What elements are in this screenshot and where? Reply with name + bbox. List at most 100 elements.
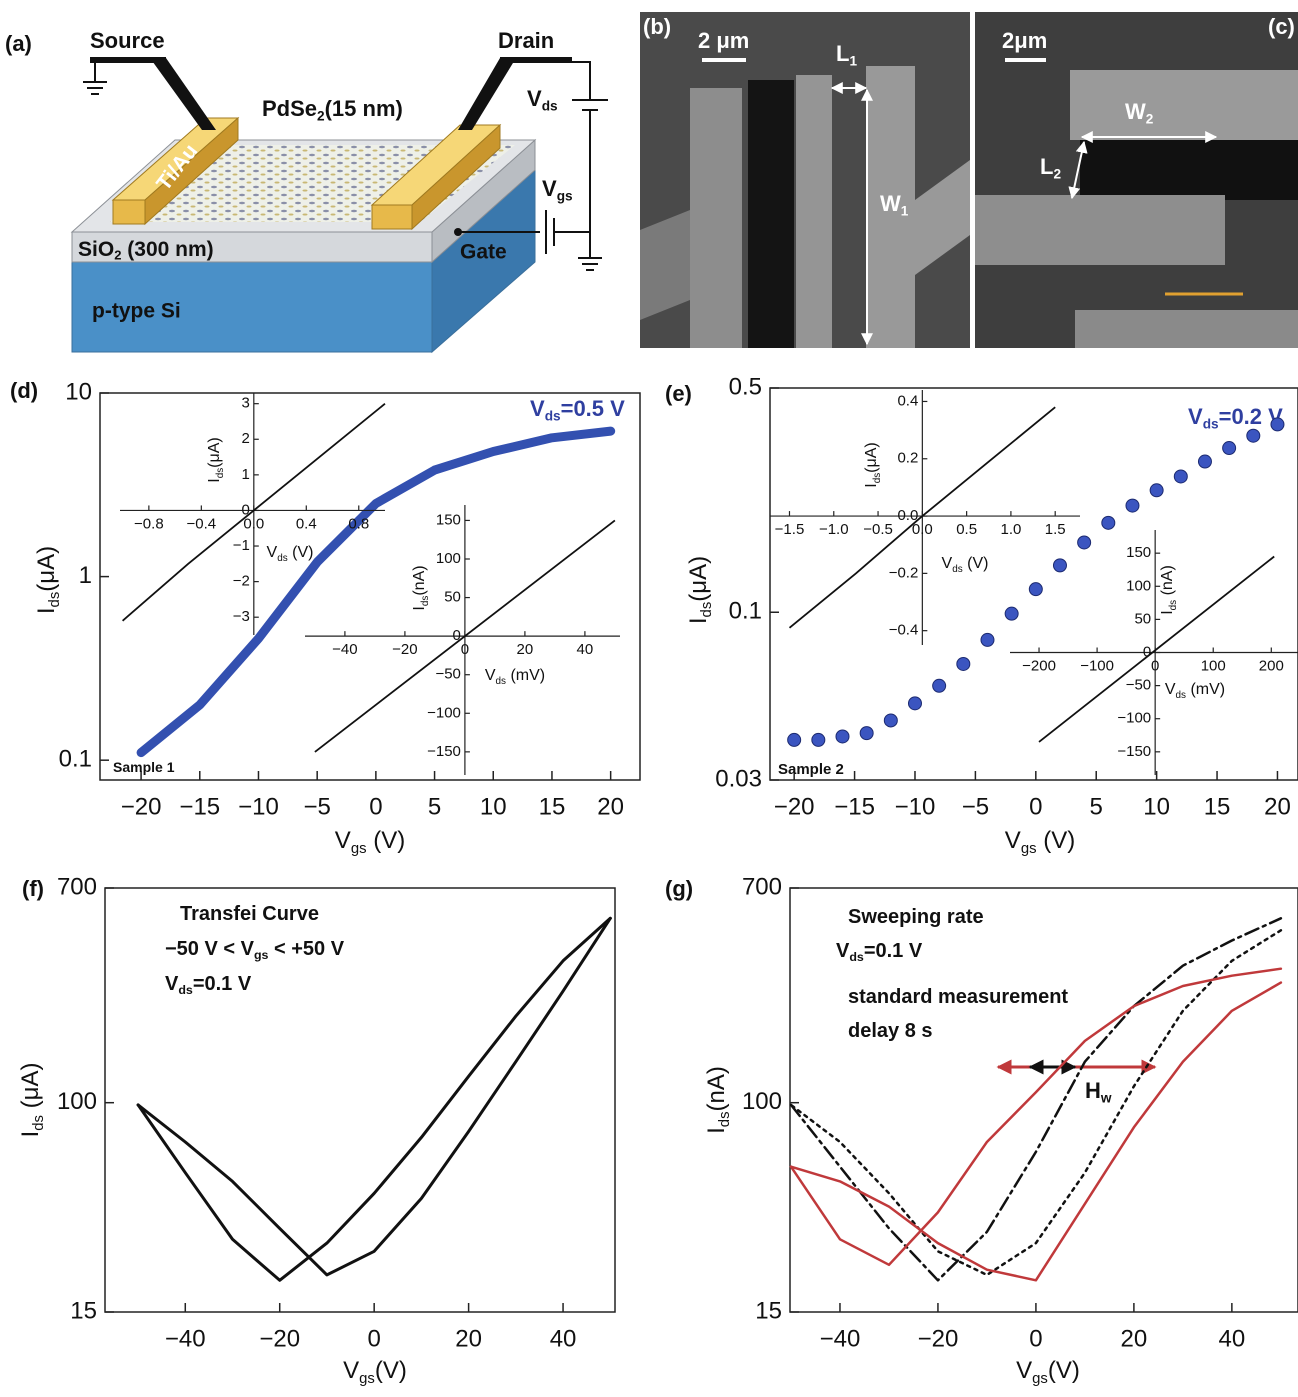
sem-gap (748, 80, 794, 348)
subscript: ds (214, 468, 225, 479)
panel-label: (b) (643, 14, 671, 39)
x-tick-label: 5 (428, 793, 441, 820)
text-run: standard measurement (848, 986, 1068, 1008)
panel-label: (g) (665, 876, 693, 901)
inset-y-tick-label: −100 (427, 704, 461, 721)
inset-y-label: Ids(μA) (863, 442, 882, 487)
inset-y-tick-label: 100 (1126, 577, 1151, 594)
width-label: W2 (1125, 99, 1154, 126)
text-run: (V) (1037, 827, 1076, 854)
inset-x-tick-label: −20 (392, 641, 417, 658)
subscript: gs (1032, 1371, 1048, 1387)
x-tick-label: −20 (774, 793, 815, 820)
text-run: I (1159, 610, 1176, 614)
x-tick-label: 0 (1029, 1325, 1042, 1352)
text-run: V (1188, 404, 1203, 429)
x-tick-label: 0 (367, 1325, 380, 1352)
subscript: gs (557, 188, 573, 203)
inset-x-tick-label: 1.0 (1000, 521, 1021, 538)
data-line (789, 917, 1283, 1282)
text-run: V (542, 176, 557, 201)
inset-x-label: Vds (V) (267, 544, 314, 563)
text-run: (μA) (33, 546, 60, 592)
inset-y-label: Ids (nA) (1159, 565, 1178, 615)
text-run: (nA) (411, 565, 428, 595)
inset-y-tick-label: 2 (241, 430, 249, 447)
text-run: W (1125, 99, 1146, 124)
data-point (859, 726, 874, 741)
inset-x-tick-label: 0.8 (348, 515, 369, 532)
x-axis-label: Vgs(V) (343, 1357, 407, 1387)
drain-label: Drain (498, 28, 554, 53)
inset-x-tick-label: 40 (577, 641, 594, 658)
inset-y-tick-label: −1 (233, 537, 250, 554)
annotation: Vds=0.1 V (165, 973, 252, 997)
subscript: gs (351, 841, 367, 857)
annotation: −50 V < Vgs < +50 V (165, 938, 345, 962)
length-arrow (1068, 140, 1088, 200)
text-run: (V) (375, 1357, 407, 1384)
data-point (1222, 441, 1237, 456)
data-point (787, 732, 802, 747)
inset-line (1038, 555, 1275, 743)
y-tick-label: 0.5 (729, 373, 762, 400)
data-point (1270, 417, 1285, 432)
text-run: V (485, 667, 496, 684)
text-run: L (1040, 154, 1053, 179)
y-axis-label: Ids (μA) (17, 1063, 47, 1138)
inset-x-tick-label: −0.8 (134, 515, 164, 532)
inset-y-tick-label: 0 (241, 501, 249, 518)
text-run: I (703, 1127, 730, 1134)
text-run: (μA) (17, 1063, 44, 1116)
text-run: I (206, 478, 223, 482)
subscript: 2 (1053, 166, 1061, 181)
inset-y-label: Ids(μA) (206, 437, 225, 482)
inset-line (314, 519, 616, 753)
text-run: (nA) (1159, 565, 1176, 600)
plot-frame (769, 387, 1298, 781)
annotation: Transfei Curve (180, 903, 319, 925)
x-tick-label: 10 (1143, 793, 1170, 820)
subscript: ds (871, 473, 882, 484)
text-run: V (343, 1357, 359, 1384)
annotation: Vds=0.1 V (836, 940, 923, 964)
data-point (835, 729, 850, 744)
y-tick-label: 0.1 (729, 598, 762, 625)
text-run: < +50 V (268, 938, 344, 960)
y-tick-label: 100 (57, 1088, 97, 1115)
inset-y-tick-label: −100 (1117, 710, 1151, 727)
plot-frame (99, 392, 641, 781)
inset-x-tick-label: 20 (517, 641, 534, 658)
data-line (136, 916, 612, 1277)
inset-x-label: Vds (V) (942, 555, 989, 574)
x-tick-label: 0 (369, 793, 382, 820)
text-run: V (165, 973, 179, 995)
data-point (883, 713, 898, 728)
x-tick-label: −15 (834, 793, 875, 820)
y-axis-label: Ids(μA) (685, 556, 715, 624)
oxide-label: SiO2 (300 nm) (78, 238, 214, 263)
vds-label: Vds (527, 86, 558, 113)
data-point (811, 732, 826, 747)
text-run: (15 nm) (325, 96, 403, 121)
x-tick-label: −15 (179, 793, 220, 820)
text-run: V (1165, 681, 1176, 698)
text-run: V (942, 555, 953, 572)
inset-y-tick-label: 0.0 (897, 507, 918, 524)
annotation: Vds=0.2 V (1188, 404, 1283, 431)
panel-label: (a) (5, 31, 32, 56)
annotation: Sweeping rate (848, 906, 984, 928)
subscript: ds (1167, 600, 1178, 611)
drain-electrode-side (411, 123, 501, 231)
vgs-label: Vgs (542, 176, 573, 203)
data-point (1028, 582, 1043, 597)
inset-y-tick-label: −150 (1117, 743, 1151, 760)
subscript: ds (849, 950, 864, 964)
subscript: 2 (1146, 111, 1154, 126)
inset-x-tick-label: 0 (461, 641, 469, 658)
text-run: Sample 1 (113, 759, 175, 775)
x-axis-label: Vgs(V) (1016, 1357, 1080, 1387)
y-tick-label: 100 (742, 1088, 782, 1115)
x-axis-label: Vgs (V) (335, 827, 405, 857)
